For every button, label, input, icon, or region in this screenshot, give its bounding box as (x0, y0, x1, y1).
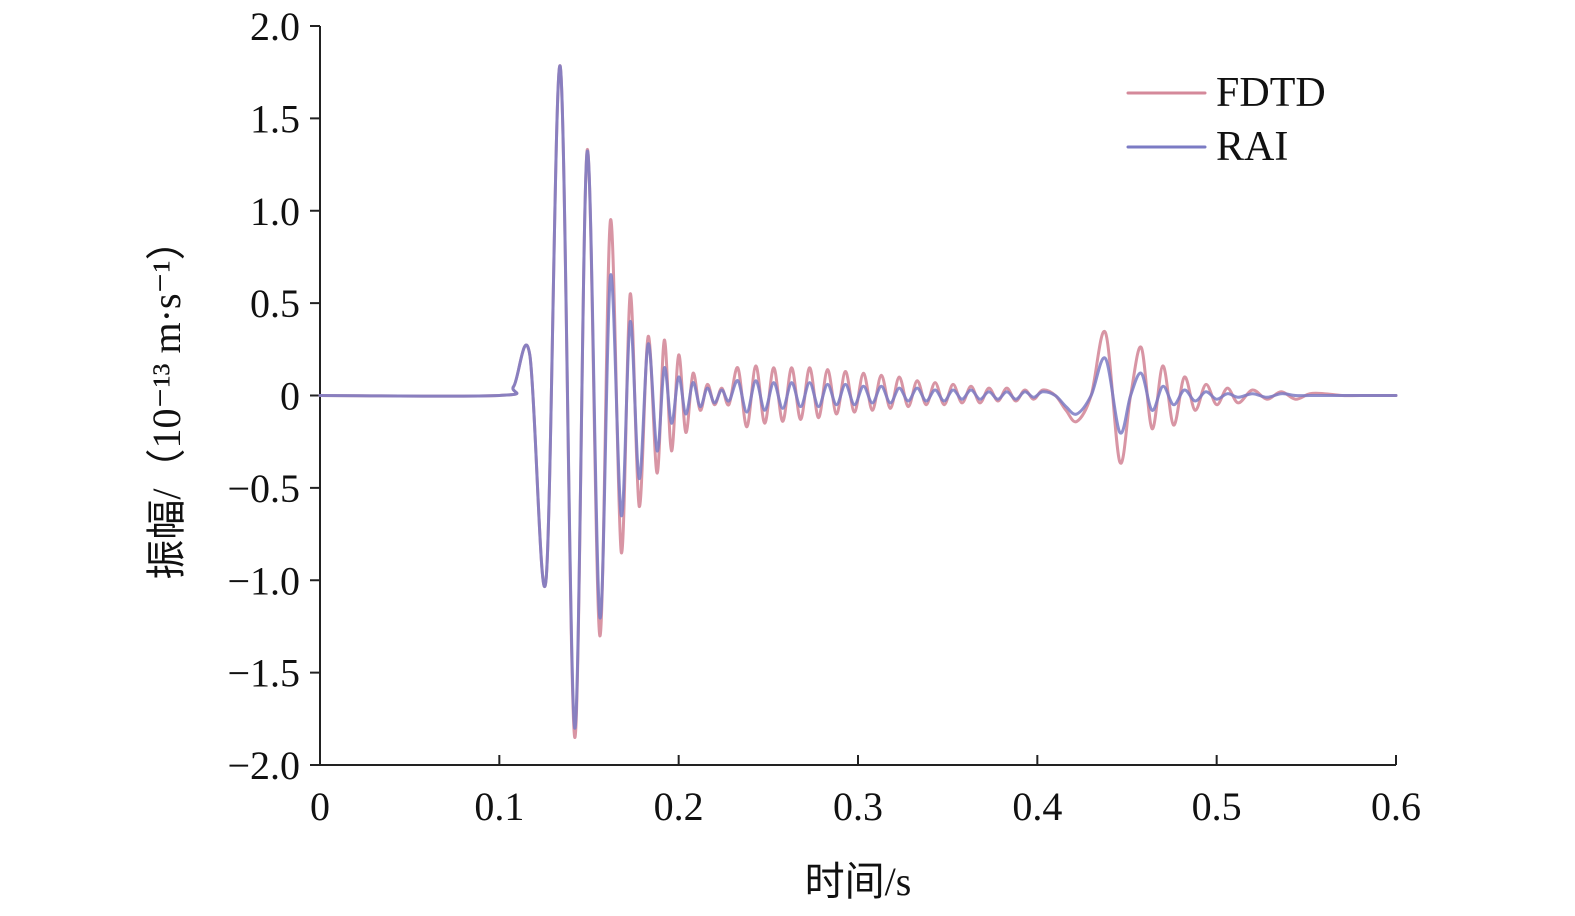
x-tick-label: 0.2 (654, 784, 704, 829)
y-tick-label: −0.5 (227, 466, 300, 511)
x-tick-label: 0.6 (1371, 784, 1421, 829)
y-tick-label: −1.5 (227, 651, 300, 696)
series-line-rai (318, 64, 1398, 730)
x-tick-label: 0.4 (1012, 784, 1062, 829)
x-tick-label: 0 (310, 784, 330, 829)
legend: FDTD RAI (1126, 70, 1326, 170)
y-axis-title: 振幅/（10⁻¹³ m·s⁻¹） (144, 220, 189, 579)
y-tick-label: 0.5 (250, 281, 300, 326)
x-tick-label: 0.3 (833, 784, 883, 829)
legend-label-rai: RAI (1216, 124, 1288, 170)
y-tick-label: 1.0 (250, 189, 300, 234)
series-lines (318, 64, 1398, 739)
y-tick-label: 0 (280, 374, 300, 419)
x-tick-label: 0.1 (474, 784, 524, 829)
y-tick-label: −2.0 (227, 743, 300, 788)
y-tick-label: 1.5 (250, 96, 300, 141)
legend-label-fdtd: FDTD (1216, 70, 1326, 116)
x-tick-label: 0.5 (1192, 784, 1242, 829)
y-tick-label: 2.0 (250, 4, 300, 49)
ticks: 2.01.51.00.50−0.5−1.0−1.5−2.00 0.1 0.2 0.3 0… (227, 4, 1421, 829)
y-tick-label: −1.0 (227, 558, 300, 603)
x-axis-title: 时间/s (805, 859, 912, 904)
